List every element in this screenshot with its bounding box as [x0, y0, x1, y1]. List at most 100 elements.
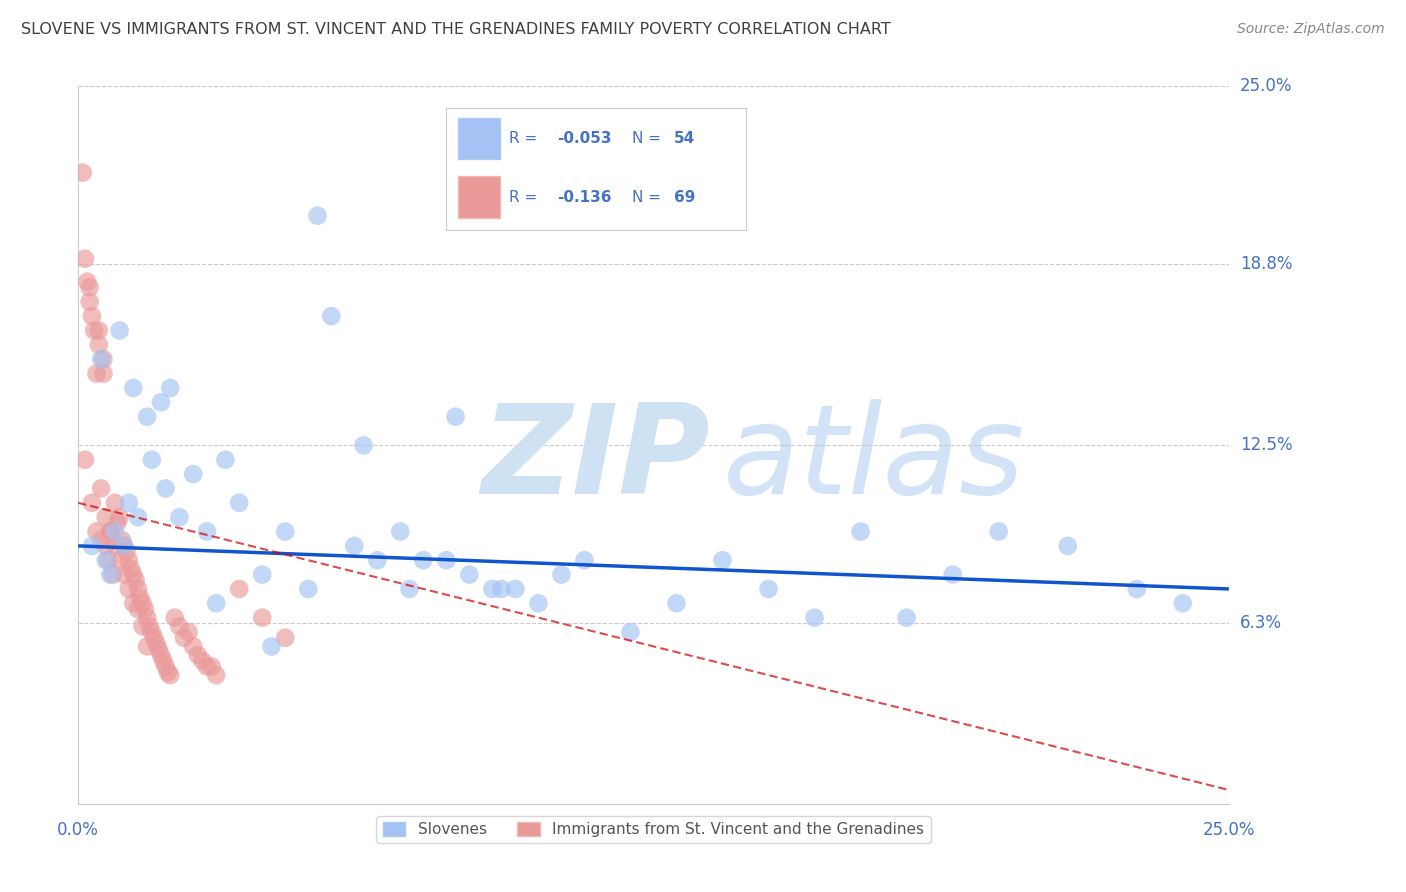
- Point: [90, 533, 112, 548]
- Point: [191, 654, 214, 668]
- Point: [343, 539, 366, 553]
- Point: [98, 524, 121, 539]
- Point: [122, 596, 145, 610]
- Point: [205, 596, 228, 610]
- Point: [200, 659, 222, 673]
- Point: [942, 567, 965, 582]
- Point: [169, 510, 191, 524]
- Point: [366, 553, 388, 567]
- Point: [87, 324, 110, 338]
- Point: [252, 567, 274, 582]
- Point: [136, 640, 159, 654]
- Point: [138, 619, 160, 633]
- Point: [90, 352, 112, 367]
- Point: [90, 482, 112, 496]
- Point: [76, 275, 98, 289]
- Point: [159, 381, 181, 395]
- Point: [134, 602, 156, 616]
- Point: [444, 409, 467, 424]
- Point: [108, 553, 131, 567]
- Point: [321, 309, 343, 323]
- Point: [112, 539, 135, 553]
- Point: [156, 665, 179, 680]
- Point: [228, 496, 250, 510]
- Point: [619, 625, 641, 640]
- Point: [118, 496, 141, 510]
- Text: 25.0%: 25.0%: [1202, 821, 1256, 838]
- Point: [131, 596, 153, 610]
- Point: [87, 338, 110, 352]
- Point: [389, 524, 412, 539]
- Point: [297, 582, 319, 596]
- Point: [181, 640, 204, 654]
- Point: [79, 280, 101, 294]
- Point: [122, 567, 145, 582]
- Point: [307, 209, 329, 223]
- Point: [108, 324, 131, 338]
- Point: [94, 510, 117, 524]
- Point: [274, 524, 297, 539]
- Point: [105, 516, 128, 530]
- Point: [711, 553, 734, 567]
- Point: [136, 409, 159, 424]
- Point: [181, 467, 204, 481]
- Point: [122, 381, 145, 395]
- Point: [118, 582, 141, 596]
- Point: [252, 610, 274, 624]
- Text: 12.5%: 12.5%: [1240, 436, 1292, 454]
- Point: [86, 524, 108, 539]
- Point: [72, 165, 94, 179]
- Point: [665, 596, 688, 610]
- Point: [143, 631, 166, 645]
- Text: 25.0%: 25.0%: [1240, 78, 1292, 95]
- Point: [491, 582, 513, 596]
- Point: [73, 452, 96, 467]
- Point: [97, 553, 120, 567]
- Text: SLOVENE VS IMMIGRANTS FROM ST. VINCENT AND THE GRENADINES FAMILY POVERTY CORRELA: SLOVENE VS IMMIGRANTS FROM ST. VINCENT A…: [21, 22, 891, 37]
- Point: [94, 553, 117, 567]
- Point: [115, 544, 138, 558]
- Point: [481, 582, 503, 596]
- Point: [159, 668, 181, 682]
- Point: [124, 574, 146, 588]
- Point: [574, 553, 596, 567]
- Point: [260, 640, 283, 654]
- Text: atlas: atlas: [723, 400, 1025, 520]
- Point: [987, 524, 1010, 539]
- Point: [1171, 596, 1194, 610]
- Legend: Slovenes, Immigrants from St. Vincent and the Grenadines: Slovenes, Immigrants from St. Vincent an…: [377, 816, 931, 843]
- Point: [214, 452, 236, 467]
- Point: [101, 567, 124, 582]
- Point: [550, 567, 572, 582]
- Point: [1056, 539, 1078, 553]
- Point: [458, 567, 481, 582]
- Point: [505, 582, 527, 596]
- Point: [155, 482, 177, 496]
- Text: 18.8%: 18.8%: [1240, 255, 1292, 274]
- Point: [86, 367, 108, 381]
- Point: [145, 636, 167, 650]
- Point: [152, 654, 174, 668]
- Point: [187, 648, 209, 662]
- Point: [141, 625, 163, 640]
- Text: 0.0%: 0.0%: [58, 821, 98, 838]
- Point: [163, 610, 186, 624]
- Point: [93, 352, 115, 367]
- Point: [104, 539, 127, 553]
- Point: [177, 625, 200, 640]
- Text: 6.3%: 6.3%: [1240, 615, 1282, 632]
- Point: [1126, 582, 1149, 596]
- Point: [758, 582, 780, 596]
- Point: [127, 582, 149, 596]
- Point: [527, 596, 550, 610]
- Point: [896, 610, 918, 624]
- Point: [149, 395, 172, 409]
- Point: [80, 309, 103, 323]
- Point: [155, 659, 177, 673]
- Point: [412, 553, 434, 567]
- Point: [83, 324, 105, 338]
- Point: [849, 524, 872, 539]
- Point: [104, 496, 127, 510]
- Point: [274, 631, 297, 645]
- Point: [112, 539, 135, 553]
